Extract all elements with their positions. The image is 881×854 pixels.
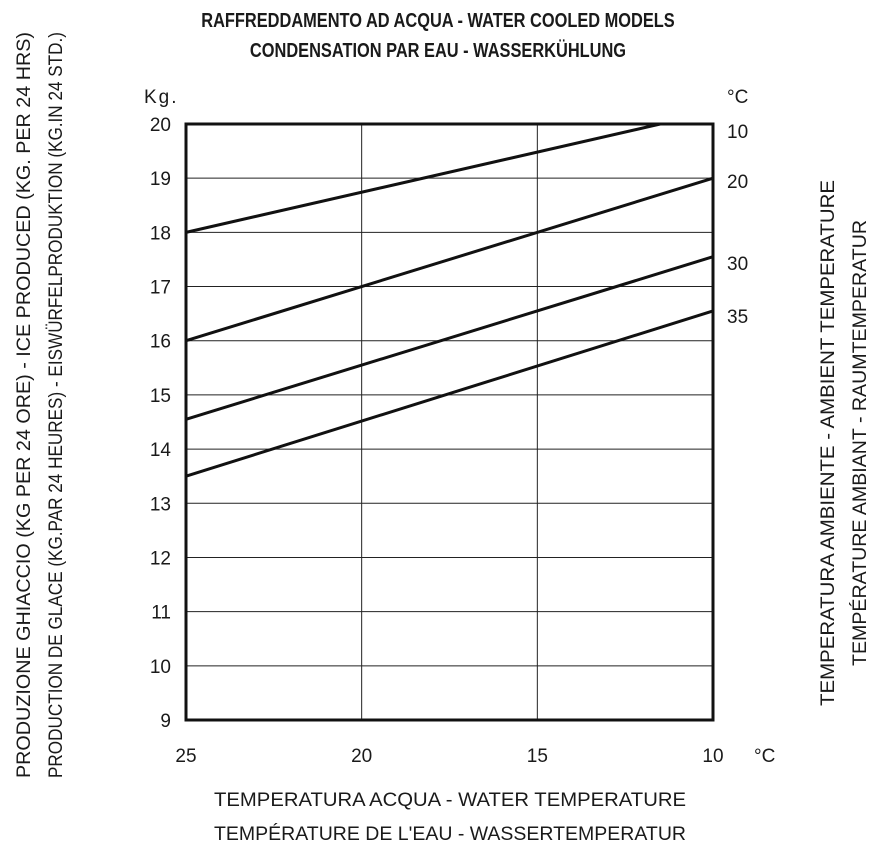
y-axis-title-line-1: PRODUZIONE GHIACCIO (KG PER 24 ORE) - IC… — [14, 32, 35, 778]
series-label-30: 30 — [727, 254, 748, 275]
x-axis-title: TEMPERATURA ACQUA - WATER TEMPERATURE TE… — [214, 790, 686, 845]
y-tick-label: 9 — [160, 711, 171, 732]
series-line-30 — [185, 255, 714, 421]
series-line-10 — [185, 122, 661, 234]
y-tick-label: 17 — [150, 278, 171, 299]
right-axis-title-line-1: TEMPERATURA AMBIENTE - AMBIENT TEMPERATU… — [818, 180, 839, 706]
x-tick-labels: 25 20 15 10 — [175, 746, 723, 767]
x-tick-label: 15 — [527, 746, 548, 767]
y-tick-labels: 9 10 11 12 13 14 15 16 17 18 19 20 — [150, 115, 172, 732]
y-tick-label: 19 — [150, 169, 171, 190]
series-line-20 — [185, 176, 714, 343]
y-tick-label: 15 — [150, 386, 171, 407]
right-axis-title-2: TEMPÉRATURE AMBIANT - RAUMTEMPERATUR — [850, 220, 871, 666]
y-tick-label: 16 — [150, 332, 171, 353]
chart-title-line-1: RAFFREDDAMENTO AD ACQUA - WATER COOLED M… — [201, 8, 674, 31]
right-axis-title: TEMPERATURA AMBIENTE - AMBIENT TEMPERATU… — [818, 180, 839, 706]
y-tick-label: 18 — [150, 223, 171, 244]
x-tick-label: 10 — [702, 746, 723, 767]
x-tick-label: 20 — [351, 746, 372, 767]
x-axis-title-line-2: TEMPÉRATURE DE L'EAU - WASSERTEMPERATUR — [214, 824, 686, 845]
y-unit-label: Kg. — [144, 87, 179, 108]
chart-title: RAFFREDDAMENTO AD ACQUA - WATER COOLED M… — [201, 8, 674, 61]
y-axis-title-line-2: PRODUCTION DE GLACE (KG.PAR 24 HEURES) -… — [46, 32, 67, 778]
series-label-35: 35 — [727, 307, 748, 328]
y-tick-label: 14 — [150, 440, 172, 461]
y-axis-title-2: PRODUCTION DE GLACE (KG.PAR 24 HEURES) -… — [46, 32, 67, 778]
y-tick-label: 12 — [150, 548, 171, 569]
series-label-20: 20 — [727, 172, 748, 193]
right-unit-label: °C — [727, 87, 748, 108]
series-label-10: 10 — [727, 122, 748, 143]
y-tick-label: 11 — [151, 603, 171, 624]
y-tick-label: 13 — [150, 494, 171, 515]
x-unit-label: °C — [754, 746, 775, 767]
x-axis-title-line-1: TEMPERATURA ACQUA - WATER TEMPERATURE — [214, 790, 686, 811]
series-labels: 10 20 30 35 — [727, 122, 748, 328]
x-tick-label: 25 — [175, 746, 196, 767]
y-axis-title: PRODUZIONE GHIACCIO (KG PER 24 ORE) - IC… — [14, 32, 35, 778]
y-tick-label: 10 — [150, 657, 171, 678]
series-line-35 — [185, 309, 714, 478]
plot-frame — [184, 122, 715, 722]
chart-title-line-2: CONDENSATION PAR EAU - WASSERKÜHLUNG — [250, 38, 626, 61]
y-tick-label: 20 — [150, 115, 171, 136]
series-lines — [185, 122, 714, 478]
right-axis-title-line-2: TEMPÉRATURE AMBIANT - RAUMTEMPERATUR — [850, 220, 871, 666]
